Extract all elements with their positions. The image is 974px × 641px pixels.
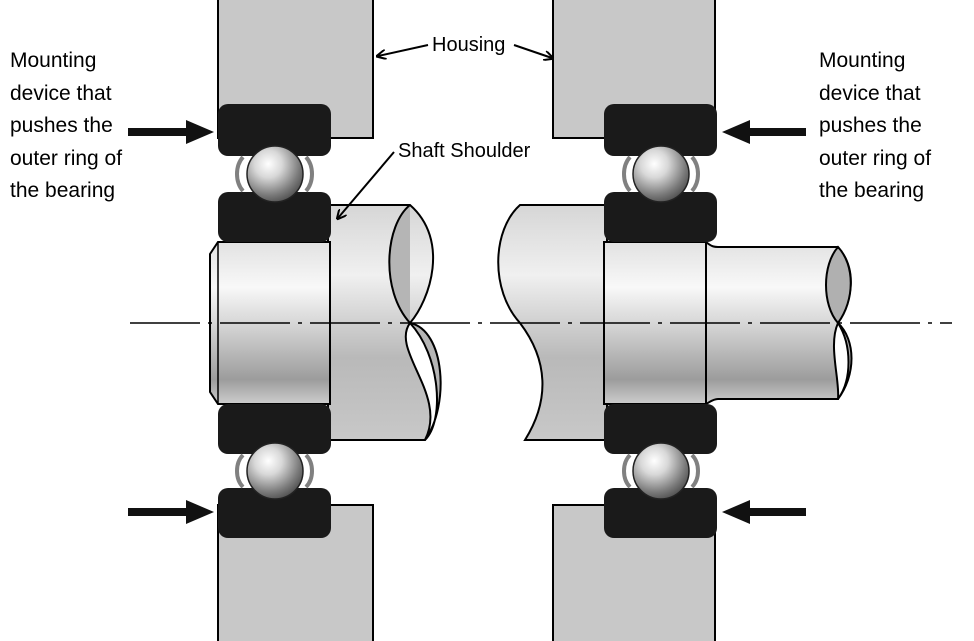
left-shoulder-end-face [388, 204, 442, 441]
left-cage-top-l [235, 155, 245, 193]
label-line: outer ring of [10, 146, 123, 170]
ball-icon [632, 145, 690, 203]
arrow-left-icon [722, 500, 806, 524]
label-line: the bearing [819, 179, 925, 202]
shoulder-leader [338, 151, 395, 218]
label-line: pushes the [819, 114, 922, 137]
left-outer-ring-bottom [218, 488, 331, 538]
left-bearing-bottom [218, 404, 331, 538]
right-outer-ring-top [604, 104, 717, 156]
label-line: outer ring of [819, 146, 932, 170]
label-line: pushes the [10, 114, 113, 137]
ball-icon [246, 442, 304, 500]
right-outer-ring-bottom [604, 488, 717, 538]
label-line: Mounting [819, 49, 906, 72]
left-cage-bottom-l [235, 453, 245, 489]
left-inner-ring-bottom [218, 404, 331, 454]
arrow-left-icon [722, 120, 806, 144]
right-cage-top-r [690, 155, 700, 193]
right-bearing-bottom [604, 404, 717, 538]
right-cage-bottom-r [690, 453, 700, 489]
left-outer-ring-top [218, 104, 331, 156]
left-bearing-top [218, 104, 331, 242]
left-cage-top-r [304, 155, 314, 193]
label-line: Mounting [10, 49, 97, 72]
ball-icon [632, 442, 690, 500]
label-line: device that [819, 81, 921, 105]
right-cage-bottom-l [622, 453, 632, 489]
left-mounting-device-label: Mounting device that pushes the outer ri… [10, 45, 122, 208]
arrow-right-icon [128, 500, 214, 524]
housing-leader-right [513, 44, 552, 58]
right-shaft-end-face [825, 245, 853, 400]
ball-icon [246, 145, 304, 203]
right-bearing-top [604, 104, 717, 242]
right-cage-top-l [622, 155, 632, 193]
right-mounting-device-label: Mounting device that pushes the outer ri… [819, 45, 931, 208]
left-cage-bottom-r [304, 453, 314, 489]
label-line: the bearing [10, 179, 116, 202]
right-inner-ring-top [604, 192, 717, 242]
arrow-right-icon [128, 120, 214, 144]
shaft-shoulder-label: Shaft Shoulder [398, 140, 531, 162]
left-inner-ring-top [218, 192, 331, 242]
housing-leader-left [378, 44, 429, 56]
right-inner-ring-bottom [604, 404, 717, 454]
housing-label: Housing [432, 34, 506, 56]
label-line: device that [10, 81, 112, 105]
